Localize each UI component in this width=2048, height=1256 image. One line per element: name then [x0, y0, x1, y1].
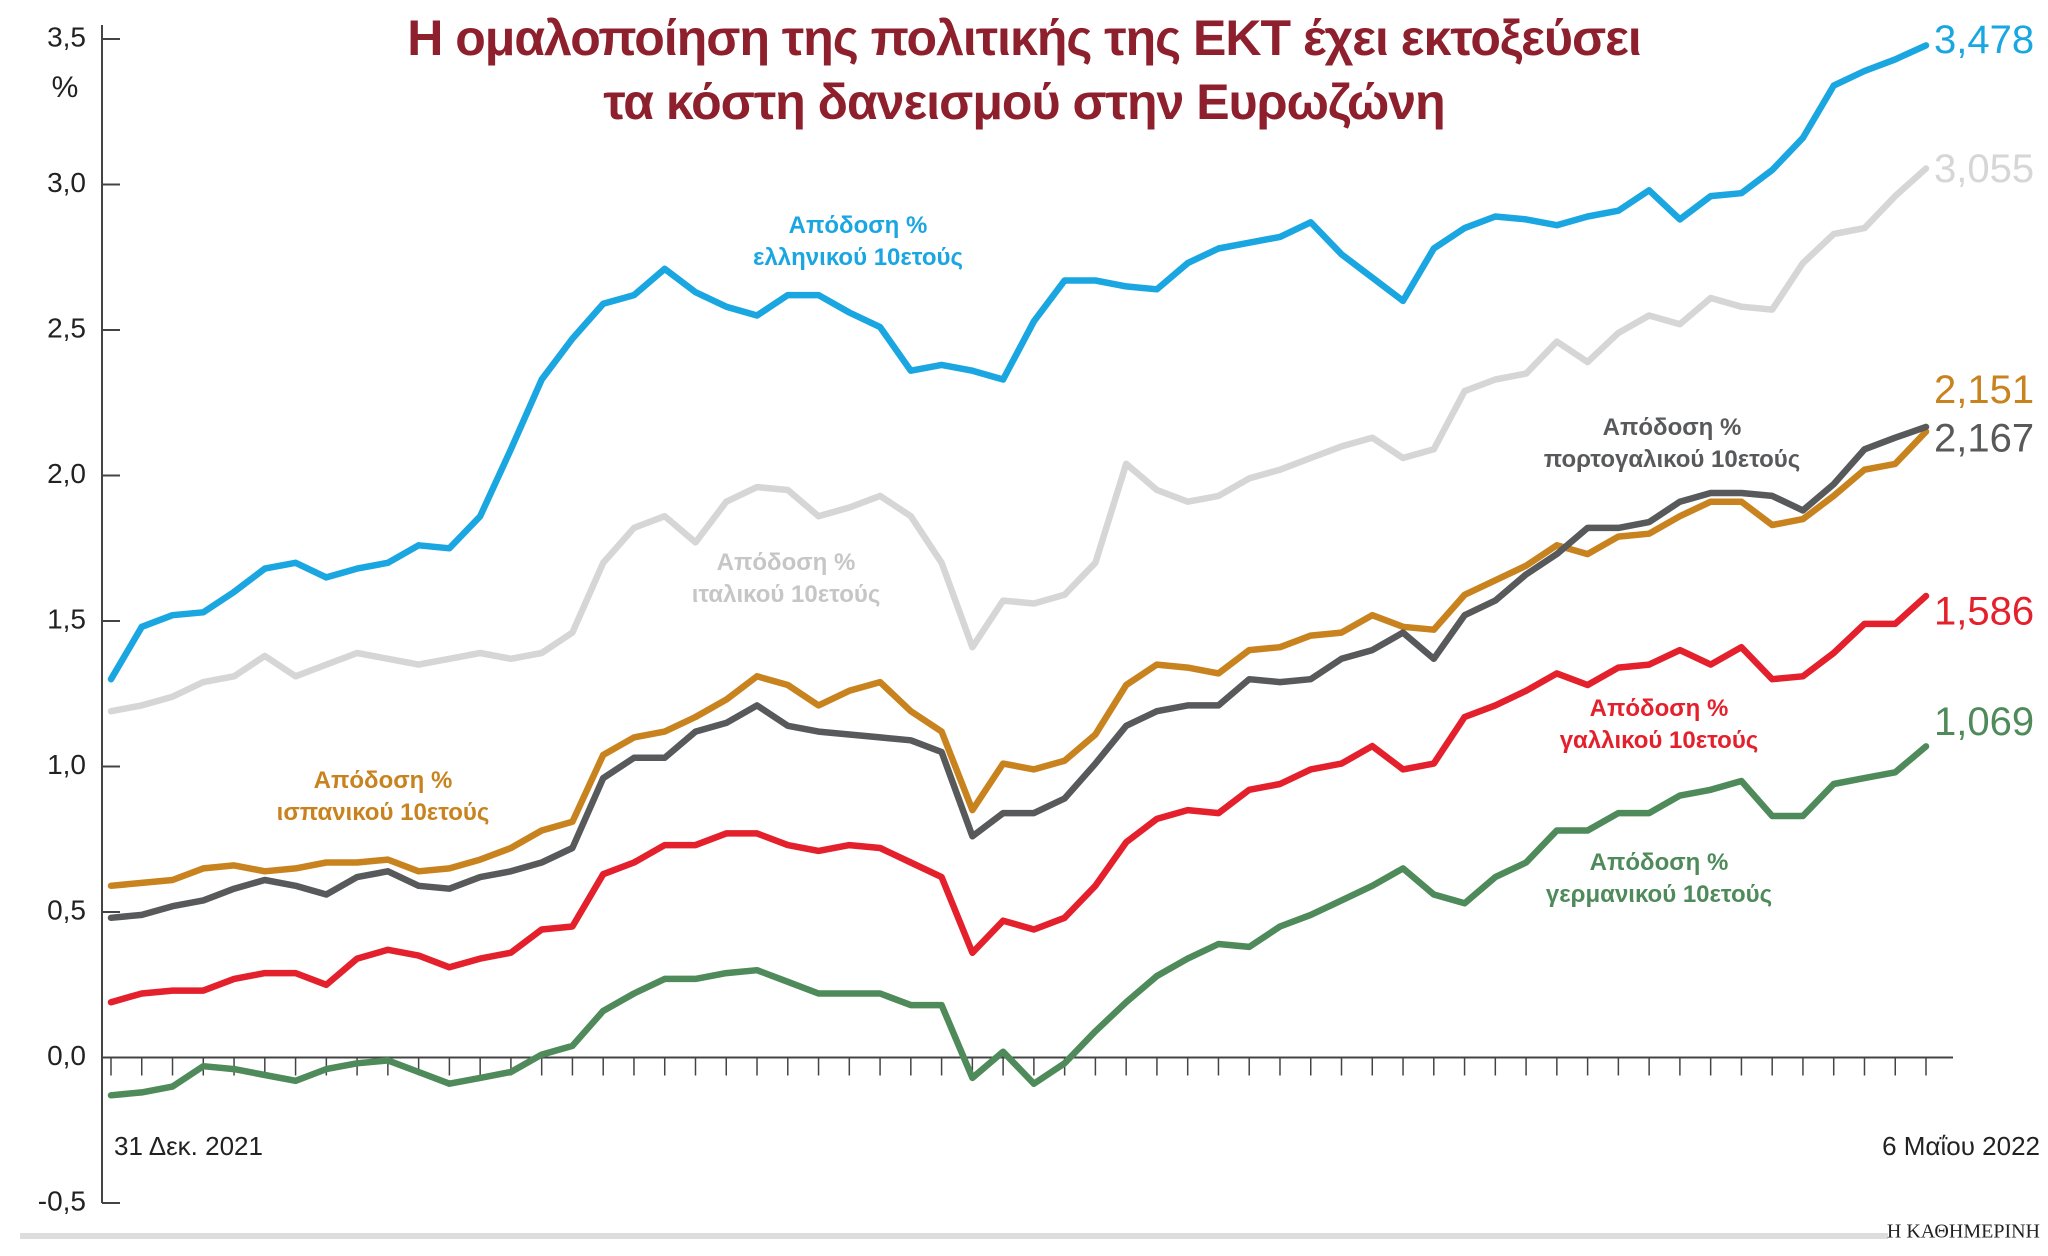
series-label: Απόδοση % ιταλικού 10ετούς [691, 549, 881, 608]
source: Η ΚΑΘΗΜΕΡΙΝΗ [1887, 1221, 2040, 1243]
series-label: Απόδοση % ελληνικού 10ετούς [753, 212, 963, 271]
series-line [107, 428, 1930, 890]
series-line [107, 592, 1930, 1006]
value-label: 2,167 [1934, 416, 2034, 460]
x-tick-label: 6 Μαΐου 2022 [1882, 1131, 2040, 1161]
series-line [107, 42, 1930, 683]
y-tick-label: 3,5 [47, 21, 86, 52]
series-label: Απόδοση % ισπανικού 10ετούς [276, 767, 490, 826]
chart-title: Η ομαλοποίηση της πολιτικής της ΕΚΤ έχει… [407, 10, 1642, 130]
y-tick-label: 1,0 [47, 749, 86, 780]
y-tick-label: 0,5 [47, 894, 86, 925]
series-line [107, 743, 1930, 1099]
value-label: 1,586 [1934, 590, 2034, 634]
y-tick-label: 0,0 [47, 1040, 86, 1071]
series-line [107, 165, 1930, 715]
series-label: Απόδοση % γαλλικού 10ετούς [1559, 695, 1759, 754]
y-axis-label: % [52, 71, 79, 104]
y-tick-label: 1,5 [47, 603, 86, 634]
x-tick-label: 31 Δεκ. 2021 [114, 1131, 263, 1161]
series-line [107, 423, 1930, 922]
value-label: 2,151 [1934, 368, 2034, 412]
y-tick-label: -0,5 [38, 1185, 86, 1216]
value-label: 1,069 [1934, 700, 2034, 744]
series-label: Απόδοση % γερμανικού 10ετούς [1545, 849, 1773, 908]
value-label: 3,478 [1934, 18, 2034, 62]
value-label: 3,055 [1934, 147, 2034, 191]
y-tick-label: 2,5 [47, 312, 86, 343]
series-label: Απόδοση % πορτογαλικού 10ετούς [1543, 414, 1801, 473]
y-tick-label: 3,0 [47, 167, 86, 198]
y-tick-label: 2,0 [47, 458, 86, 489]
